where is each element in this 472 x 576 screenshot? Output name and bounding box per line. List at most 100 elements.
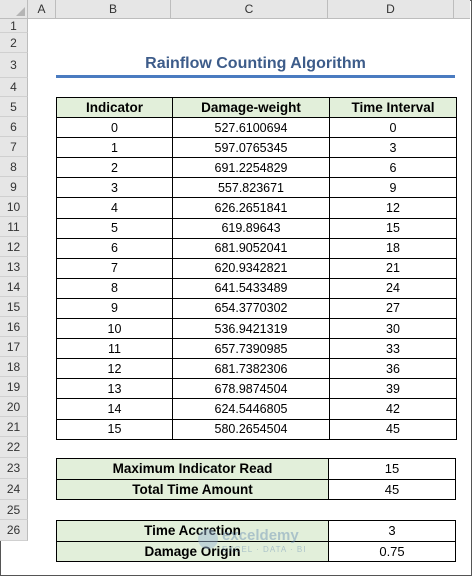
indicator-cell[interactable]: 4 (56, 197, 173, 219)
row-header-11[interactable]: 11 (0, 217, 28, 237)
time-accretion-value[interactable]: 3 (328, 520, 456, 542)
time-interval-cell[interactable]: 33 (329, 338, 457, 360)
summary-row: Time Accretion 3 (56, 520, 456, 542)
time-interval-cell[interactable]: 27 (329, 297, 457, 320)
column-header-b[interactable]: B (56, 0, 171, 19)
damage-weight-cell[interactable]: 619.89643 (172, 217, 330, 239)
row-header-7[interactable]: 7 (0, 137, 28, 157)
indicator-cell[interactable]: 10 (56, 318, 173, 340)
damage-weight-cell[interactable]: 641.5433489 (172, 277, 330, 299)
row-header-9[interactable]: 9 (0, 177, 28, 197)
total-time-value[interactable]: 45 (328, 478, 456, 500)
indicator-cell[interactable]: 5 (56, 217, 173, 239)
damage-weight-cell[interactable]: 536.9421319 (172, 318, 330, 340)
indicator-cell[interactable]: 2 (56, 157, 173, 179)
damage-weight-cell[interactable]: 678.9874504 (172, 378, 330, 400)
row-header-15[interactable]: 15 (0, 297, 28, 317)
damage-weight-cell[interactable]: 597.0765345 (172, 137, 330, 159)
damage-origin-label[interactable]: Damage Origin (56, 540, 329, 562)
damage-weight-cell[interactable]: 626.2651841 (172, 197, 330, 219)
header-indicator[interactable]: Indicator (56, 96, 173, 119)
indicator-cell[interactable]: 12 (56, 358, 173, 380)
indicator-cell[interactable]: 14 (56, 398, 173, 420)
time-interval-cell[interactable]: 12 (329, 197, 457, 219)
time-interval-cell[interactable]: 18 (329, 237, 457, 259)
column-header-a[interactable]: A (28, 0, 56, 19)
time-interval-cell[interactable]: 3 (329, 137, 457, 159)
row-header-12[interactable]: 12 (0, 237, 28, 257)
row-header-8[interactable]: 8 (0, 157, 28, 177)
damage-weight-cell[interactable]: 580.2654504 (172, 418, 330, 440)
summary-row: Damage Origin 0.75 (56, 540, 456, 562)
header-time-interval[interactable]: Time Interval (329, 96, 457, 119)
time-interval-cell[interactable]: 39 (329, 378, 457, 400)
summary-row: Total Time Amount 45 (56, 478, 456, 500)
table-row: 3 557.823671 9 (56, 177, 457, 199)
total-time-label[interactable]: Total Time Amount (56, 478, 329, 500)
row-header-20[interactable]: 20 (0, 397, 28, 417)
row-header-3[interactable]: 3 (0, 53, 28, 78)
table-row: 2 691.2254829 6 (56, 157, 457, 179)
time-interval-cell[interactable]: 6 (329, 157, 457, 179)
time-interval-cell[interactable]: 24 (329, 277, 457, 299)
time-interval-cell[interactable]: 30 (329, 318, 457, 340)
select-all-corner[interactable] (0, 0, 28, 19)
damage-weight-cell[interactable]: 620.9342821 (172, 257, 330, 279)
damage-weight-cell[interactable]: 557.823671 (172, 177, 330, 199)
damage-weight-cell[interactable]: 681.9052041 (172, 237, 330, 259)
watermark-sub: EXCEL · DATA · BI (222, 545, 307, 554)
indicator-cell[interactable]: 0 (56, 117, 173, 139)
column-header-d[interactable]: D (328, 0, 454, 19)
row-header-14[interactable]: 14 (0, 277, 28, 297)
indicator-cell[interactable]: 8 (56, 277, 173, 299)
indicator-cell[interactable]: 7 (56, 257, 173, 279)
row-header-18[interactable]: 18 (0, 357, 28, 377)
max-indicator-value[interactable]: 15 (328, 458, 456, 480)
row-header-17[interactable]: 17 (0, 337, 28, 357)
row-header-21[interactable]: 21 (0, 417, 28, 437)
time-interval-cell[interactable]: 21 (329, 257, 457, 279)
header-damage-weight[interactable]: Damage-weight (172, 96, 330, 119)
indicator-cell[interactable]: 1 (56, 137, 173, 159)
sheet-title[interactable]: Rainflow Counting Algorithm (145, 55, 366, 72)
exceldemy-logo-icon (198, 529, 218, 549)
indicator-cell[interactable]: 11 (56, 338, 173, 360)
indicator-cell[interactable]: 9 (56, 297, 173, 320)
column-header-c[interactable]: C (171, 0, 328, 19)
row-header-26[interactable]: 26 (0, 520, 28, 541)
time-interval-cell[interactable]: 36 (329, 358, 457, 380)
indicator-cell[interactable]: 6 (56, 237, 173, 259)
row-header-5[interactable]: 5 (0, 97, 28, 117)
time-interval-cell[interactable]: 42 (329, 398, 457, 420)
time-interval-cell[interactable]: 15 (329, 217, 457, 239)
damage-weight-cell[interactable]: 654.3770302 (172, 297, 330, 320)
row-header-13[interactable]: 13 (0, 257, 28, 277)
row-header-24[interactable]: 24 (0, 479, 28, 500)
row-header-16[interactable]: 16 (0, 317, 28, 337)
row-header-25[interactable]: 25 (0, 500, 28, 520)
indicator-cell[interactable]: 13 (56, 378, 173, 400)
indicator-cell[interactable]: 3 (56, 177, 173, 199)
time-interval-cell[interactable]: 9 (329, 177, 457, 199)
damage-weight-cell[interactable]: 691.2254829 (172, 157, 330, 179)
max-indicator-label[interactable]: Maximum Indicator Read (56, 458, 329, 480)
damage-weight-cell[interactable]: 681.7382306 (172, 358, 330, 380)
damage-weight-cell[interactable]: 527.6100694 (172, 117, 330, 139)
time-interval-cell[interactable]: 45 (329, 418, 457, 440)
time-interval-cell[interactable]: 0 (329, 117, 457, 139)
damage-weight-cell[interactable]: 624.5446805 (172, 398, 330, 420)
summary-row: Maximum Indicator Read 15 (56, 458, 456, 480)
row-header-6[interactable]: 6 (0, 117, 28, 137)
row-header-23[interactable]: 23 (0, 458, 28, 479)
row-header-10[interactable]: 10 (0, 197, 28, 217)
row-header-22[interactable]: 22 (0, 437, 28, 458)
row-header-4[interactable]: 4 (0, 78, 28, 97)
damage-weight-cell[interactable]: 657.7390985 (172, 338, 330, 360)
damage-origin-value[interactable]: 0.75 (328, 540, 456, 562)
row-header-1[interactable]: 1 (0, 19, 28, 33)
indicator-cell[interactable]: 15 (56, 418, 173, 440)
time-accretion-label[interactable]: Time Accretion (56, 520, 329, 542)
row-header-2[interactable]: 2 (0, 33, 28, 53)
row-header-19[interactable]: 19 (0, 377, 28, 397)
